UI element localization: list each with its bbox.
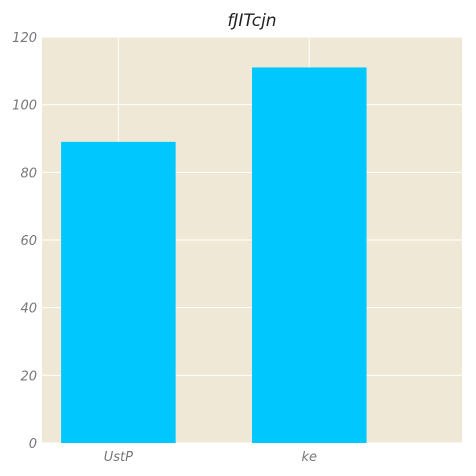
bar-ustp (61, 141, 176, 443)
y-tick-label: 40 (20, 302, 37, 317)
y-tick-label: 120 (12, 31, 37, 46)
y-tick-label: 100 (12, 99, 37, 114)
y-tick-label: 60 (20, 234, 37, 249)
bar-ke (252, 67, 367, 443)
y-tick-label: 80 (20, 166, 37, 181)
x-tick-label: UstP (104, 450, 133, 465)
bars (61, 67, 367, 443)
y-axis-ticks: 0 20 40 60 80 100 120 (12, 31, 37, 452)
chart-title: fJITcjn (227, 11, 276, 31)
y-tick-label: 0 (29, 437, 37, 452)
y-tick-label: 20 (20, 369, 37, 384)
x-tick-label: ke (302, 450, 318, 465)
x-axis-ticks: UstP ke (104, 450, 317, 465)
